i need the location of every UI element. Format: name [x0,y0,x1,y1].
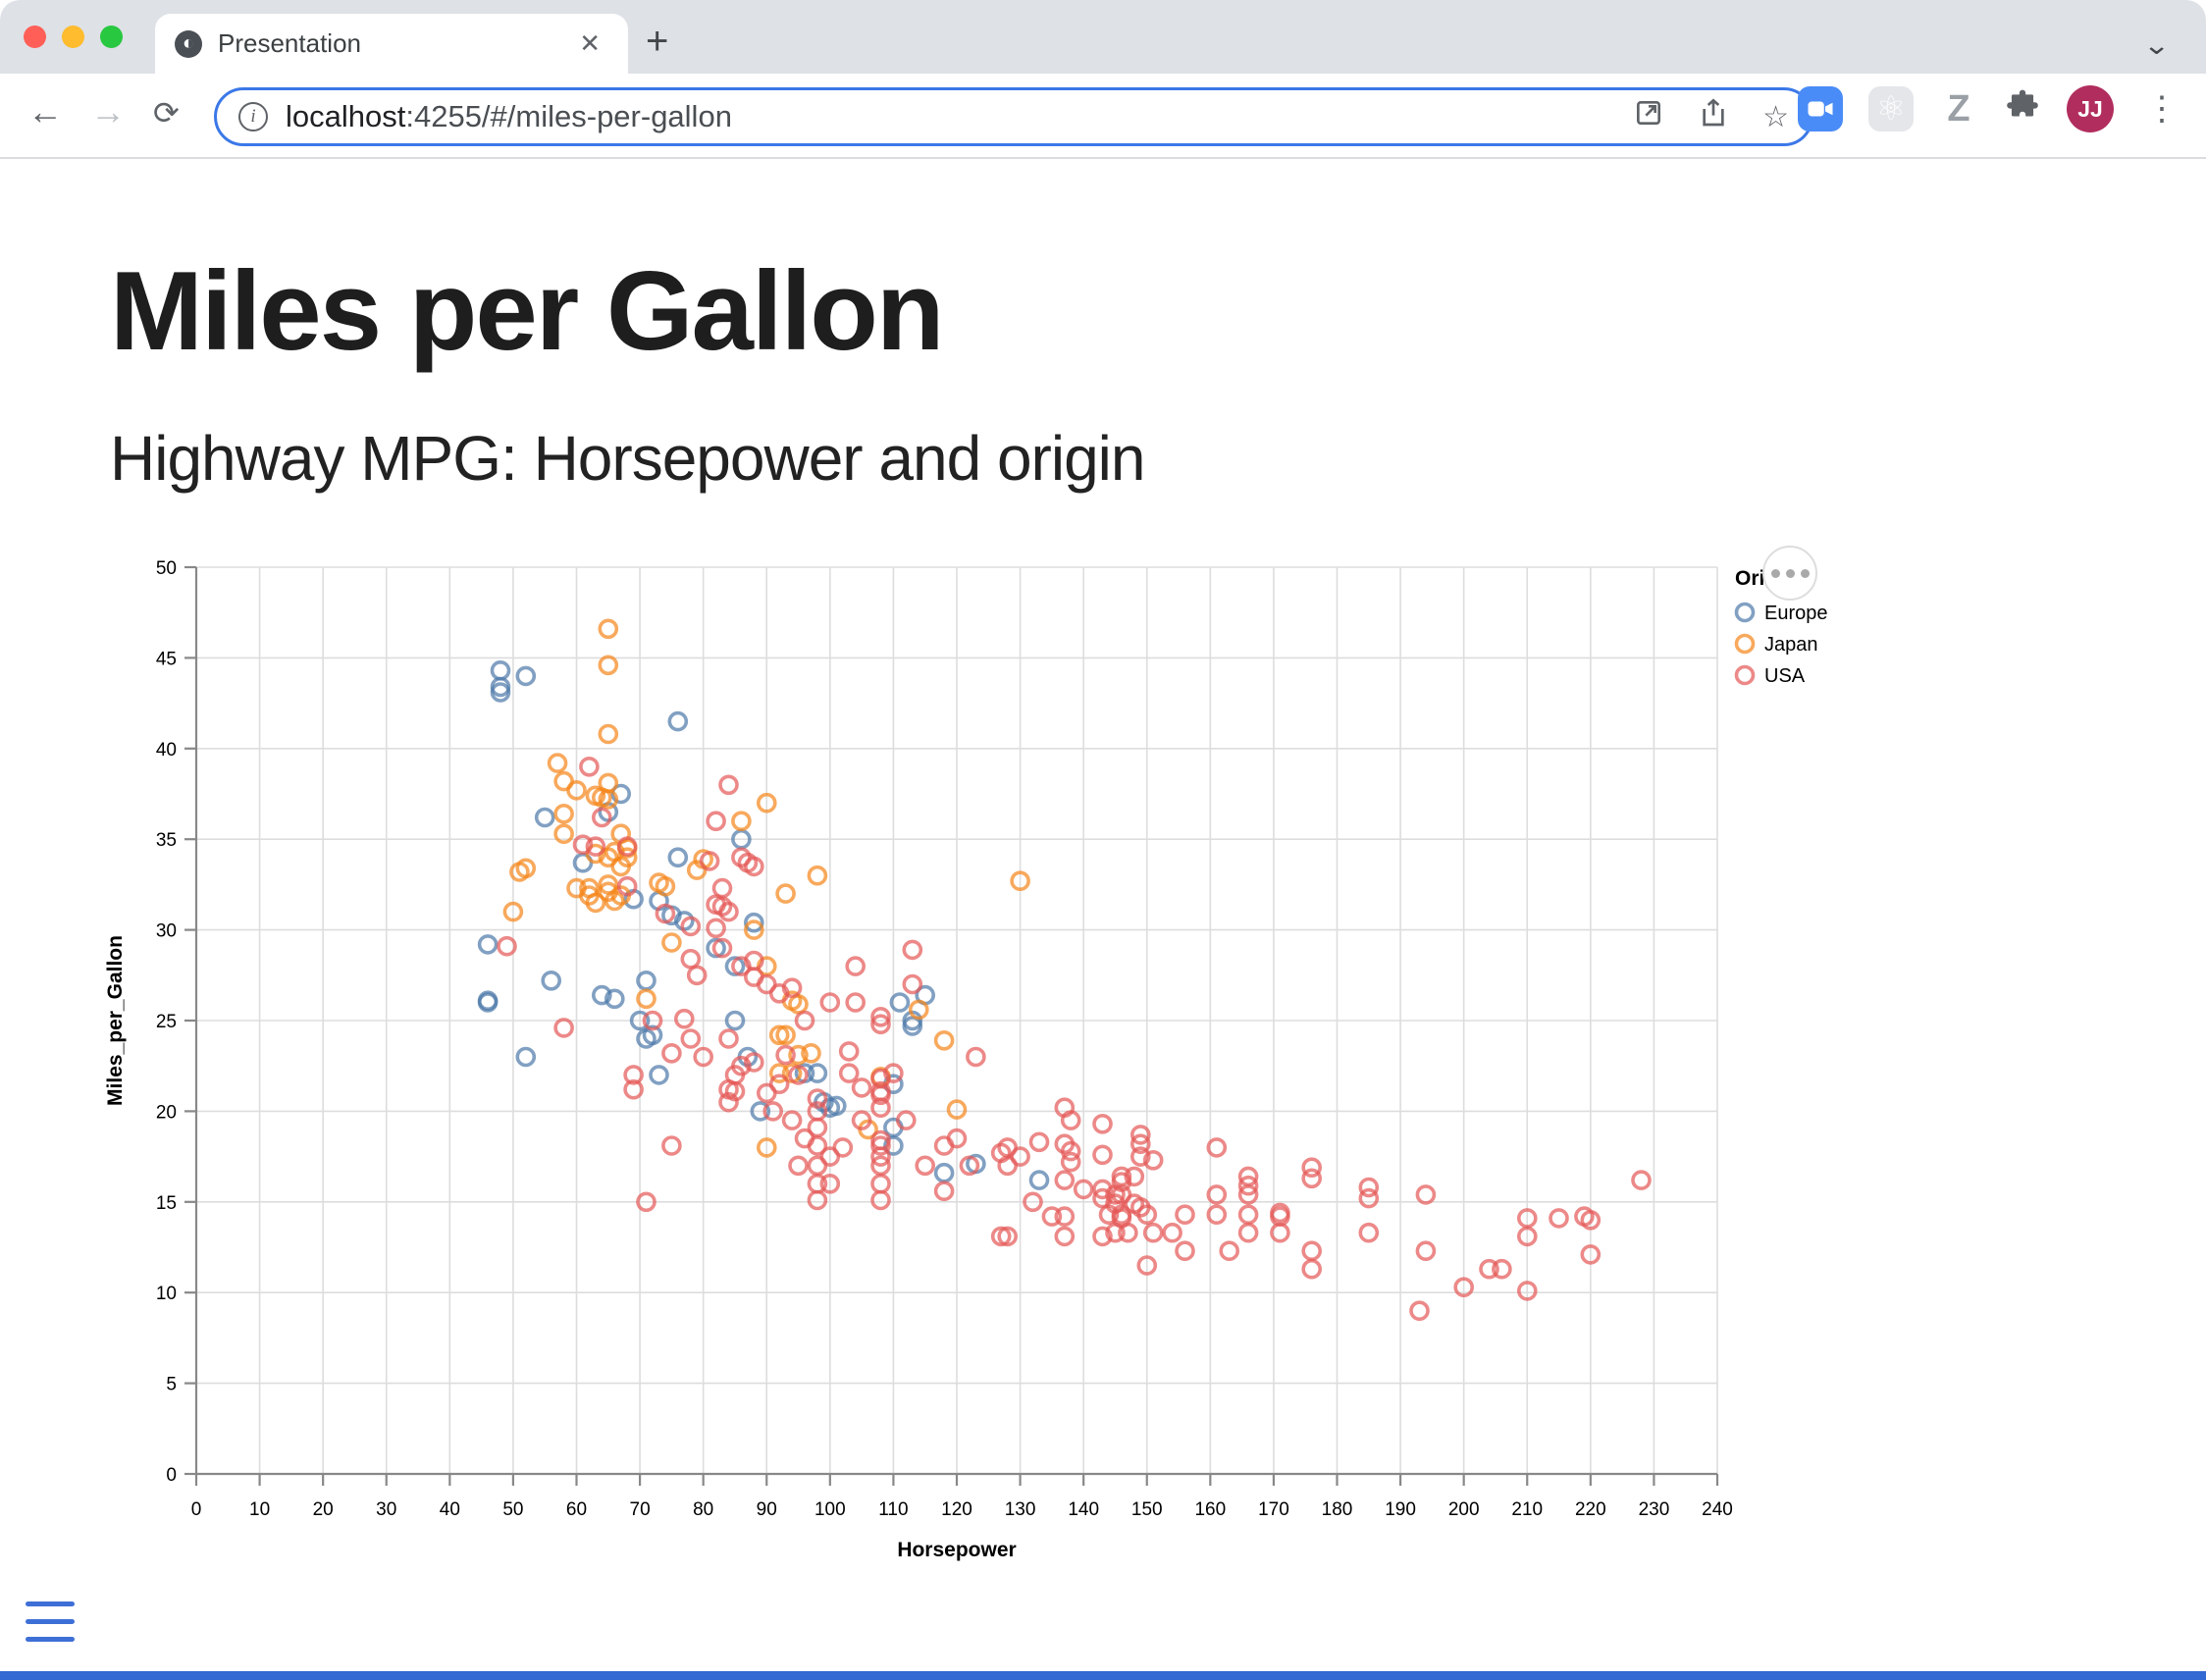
svg-text:120: 120 [941,1499,972,1520]
presentation-slide: Miles per Gallon Highway MPG: Horsepower… [0,159,2206,1680]
scatter-chart: 0 5 10 15 20 25 30 35 40 45 50 Miles_per_Gallon 0 10 2… [104,558,1828,1561]
svg-text:0: 0 [191,1499,202,1520]
svg-text:45: 45 [156,649,177,669]
tab-strip: ◐ Presentation ✕ + ⌄ [0,0,2206,74]
svg-text:60: 60 [566,1499,587,1520]
extensions-row: ⚛ Z JJ ⋮ [1798,85,2184,132]
svg-text:220: 220 [1575,1499,1606,1520]
svg-text:90: 90 [757,1499,777,1520]
svg-text:10: 10 [249,1499,270,1520]
grid [195,566,1718,1475]
svg-text:210: 210 [1511,1499,1543,1520]
legend-item-europe: Europe [1734,602,1828,624]
address-bar[interactable]: i localhost:4255/#/miles-per-gallon ☆ [214,87,1813,146]
traffic-lights [24,26,123,48]
svg-text:180: 180 [1322,1499,1353,1520]
svg-text:200: 200 [1448,1499,1480,1520]
svg-text:50: 50 [502,1499,523,1520]
url-host: localhost [286,99,406,133]
avatar[interactable]: JJ [2067,85,2114,132]
globe-favicon-icon: ◐ [175,29,202,58]
svg-text:35: 35 [156,830,177,851]
reload-button[interactable]: ⟳ [153,95,180,131]
tab-close-icon[interactable]: ✕ [579,28,601,58]
presentation-progress-bar [0,1671,2206,1680]
svg-text:190: 190 [1385,1499,1416,1520]
svg-text:Europe: Europe [1764,603,1828,624]
svg-text:230: 230 [1639,1499,1670,1520]
react-atom-icon[interactable]: ⚛ [1868,86,1914,131]
page-info-icon[interactable]: i [238,102,268,131]
series-usa [497,757,1652,1322]
svg-text:140: 140 [1068,1499,1099,1520]
vega-actions-button[interactable] [1762,546,1817,601]
bookmark-star-icon[interactable]: ☆ [1762,100,1789,133]
close-window-button[interactable] [24,26,46,48]
svg-text:100: 100 [814,1499,846,1520]
url-path: :4255/#/miles-per-gallon [405,99,732,133]
hamburger-bar [26,1637,75,1642]
svg-text:160: 160 [1194,1499,1226,1520]
tab-presentation[interactable]: ◐ Presentation ✕ [155,14,628,74]
svg-text:30: 30 [156,921,177,942]
svg-text:25: 25 [156,1012,177,1032]
hamburger-bar [26,1619,75,1624]
svg-text:40: 40 [156,740,177,761]
series-japan [502,618,1030,1158]
dot [1770,568,1780,578]
url-text[interactable]: localhost:4255/#/miles-per-gallon [286,99,1600,134]
svg-text:170: 170 [1258,1499,1289,1520]
slide-menu-button[interactable] [26,1601,75,1654]
dot [1785,568,1795,578]
minimize-window-button[interactable] [62,26,84,48]
dot [1800,568,1810,578]
page-subtitle: Highway MPG: Horsepower and origin [110,423,1145,494]
svg-text:50: 50 [156,558,177,579]
svg-text:0: 0 [166,1465,177,1486]
zoom-camera-icon[interactable] [1798,86,1843,131]
svg-text:Horsepower: Horsepower [897,1539,1016,1561]
svg-text:80: 80 [693,1499,713,1520]
svg-text:20: 20 [313,1499,334,1520]
svg-text:240: 240 [1702,1499,1733,1520]
svg-text:USA: USA [1764,665,1806,687]
svg-text:15: 15 [156,1193,177,1214]
new-tab-button[interactable]: + [646,20,669,63]
svg-text:40: 40 [440,1499,460,1520]
svg-text:10: 10 [156,1284,177,1304]
tab-search-chevron-icon[interactable]: ⌄ [2142,29,2172,61]
back-button[interactable]: ← [27,91,63,131]
browser-toolbar: ← → ⟳ i localhost:4255/#/miles-per-gallo… [0,74,2206,159]
puzzle-extensions-icon[interactable] [2004,88,2041,131]
y-axis: 0 5 10 15 20 25 30 35 40 45 50 Miles_per_Gallon [104,558,198,1486]
z-extension-icon[interactable]: Z [1947,87,1970,130]
forward-button[interactable]: → [90,91,126,131]
svg-text:Japan: Japan [1764,634,1818,656]
legend-item-japan: Japan [1734,633,1818,656]
svg-text:5: 5 [166,1375,177,1395]
svg-text:30: 30 [376,1499,396,1520]
svg-text:70: 70 [630,1499,651,1520]
share-icon[interactable] [1698,97,1729,136]
tab-title: Presentation [218,28,361,58]
page-title: Miles per Gallon [110,249,945,374]
svg-text:110: 110 [878,1499,908,1520]
legend-item-usa: USA [1734,664,1806,687]
x-axis: 0 10 20 30 40 50 60 70 80 90 100 110 120 130 140 150 160… [191,1472,1733,1561]
open-in-window-icon[interactable] [1633,97,1664,136]
svg-text:20: 20 [156,1102,177,1123]
hamburger-bar [26,1601,75,1606]
kebab-menu-icon[interactable]: ⋮ [2145,90,2179,128]
svg-text:150: 150 [1131,1499,1163,1520]
svg-text:130: 130 [1005,1499,1036,1520]
zoom-window-button[interactable] [100,26,123,48]
svg-text:Miles_per_Gallon: Miles_per_Gallon [104,935,127,1106]
